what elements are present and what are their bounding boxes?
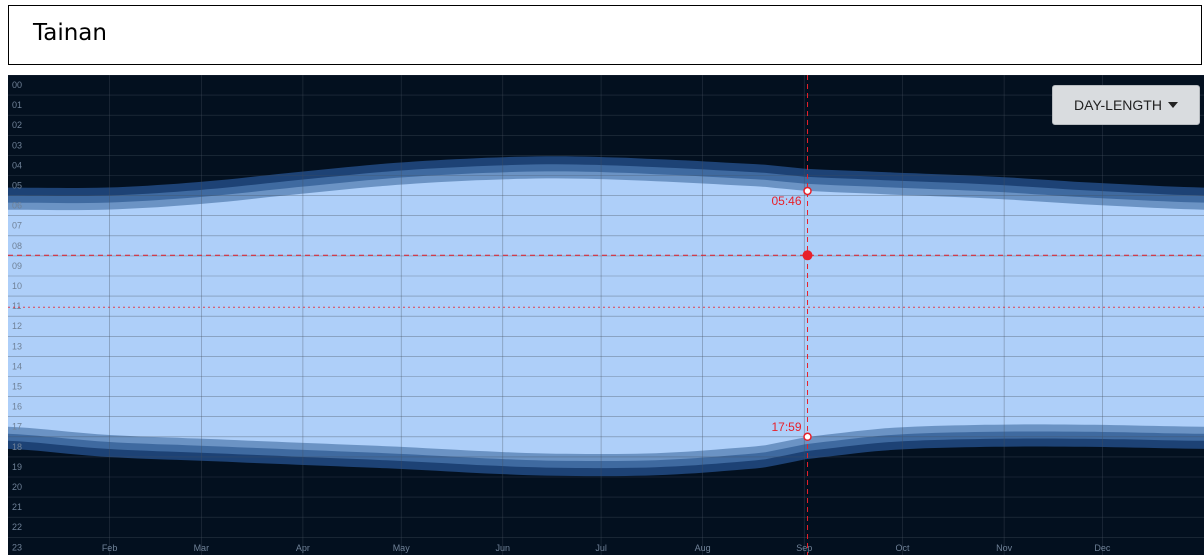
hour-tick-label: 05 (12, 181, 22, 191)
location-title-box: Tainan (8, 5, 1202, 65)
month-tick-label: Feb (102, 543, 118, 553)
hour-tick-label: 06 (12, 201, 22, 211)
sunrise-marker (803, 186, 812, 196)
hour-tick-label: 20 (12, 482, 22, 492)
month-tick-label: Mar (194, 543, 210, 553)
hour-tick-label: 08 (12, 241, 22, 251)
month-tick-label: Aug (695, 543, 711, 553)
hour-tick-label: 23 (12, 542, 22, 552)
hour-tick-label: 04 (12, 160, 22, 170)
hour-tick-label: 09 (12, 261, 22, 271)
day-length-chart[interactable]: 00 01 02 03 04 05 06 07 08 09 10 11 12 13 14 15 16 17 18 19… (8, 75, 1204, 555)
month-tick-label: Jun (496, 543, 511, 553)
hour-tick-label: 17 (12, 422, 22, 432)
chart-svg[interactable]: 00 01 02 03 04 05 06 07 08 09 10 11 12 13 14 15 16 17 18 19… (8, 75, 1204, 555)
hour-tick-label: 13 (12, 341, 22, 351)
month-tick-label: Apr (296, 543, 310, 553)
month-tick-label: Oct (896, 543, 911, 553)
day-length-mode-button[interactable]: DAY-LENGTH (1052, 85, 1200, 125)
hour-tick-label: 01 (12, 100, 22, 110)
caret-down-icon (1167, 102, 1178, 108)
hour-tick-label: 22 (12, 522, 22, 532)
month-tick-label: May (393, 543, 411, 553)
hour-tick-label: 19 (12, 462, 22, 472)
hour-tick-label: 12 (12, 321, 22, 331)
hour-tick-label: 16 (12, 402, 22, 412)
hour-tick-label: 10 (12, 281, 22, 291)
location-title: Tainan (33, 20, 107, 46)
sunset-marker (803, 432, 812, 442)
mode-button-label: DAY-LENGTH (1074, 97, 1162, 113)
hour-tick-label: 11 (12, 301, 21, 311)
sunset-time-label: 17:59 (771, 420, 801, 434)
month-tick-label: Dec (1094, 543, 1111, 553)
hour-tick-label: 14 (12, 361, 22, 371)
hour-tick-label: 18 (12, 442, 22, 452)
cursor-point[interactable] (802, 250, 813, 261)
sunrise-time-label: 05:46 (771, 194, 801, 208)
hour-tick-label: 15 (12, 382, 22, 392)
month-tick-label: Jul (595, 543, 607, 553)
month-tick-label: Nov (996, 543, 1013, 553)
month-tick-label: Sep (796, 543, 812, 553)
hour-tick-label: 21 (12, 502, 22, 512)
hour-tick-label: 07 (12, 221, 22, 231)
hour-tick-label: 02 (12, 120, 22, 130)
hour-tick-label: 00 (12, 80, 22, 90)
hour-tick-label: 03 (12, 140, 22, 150)
